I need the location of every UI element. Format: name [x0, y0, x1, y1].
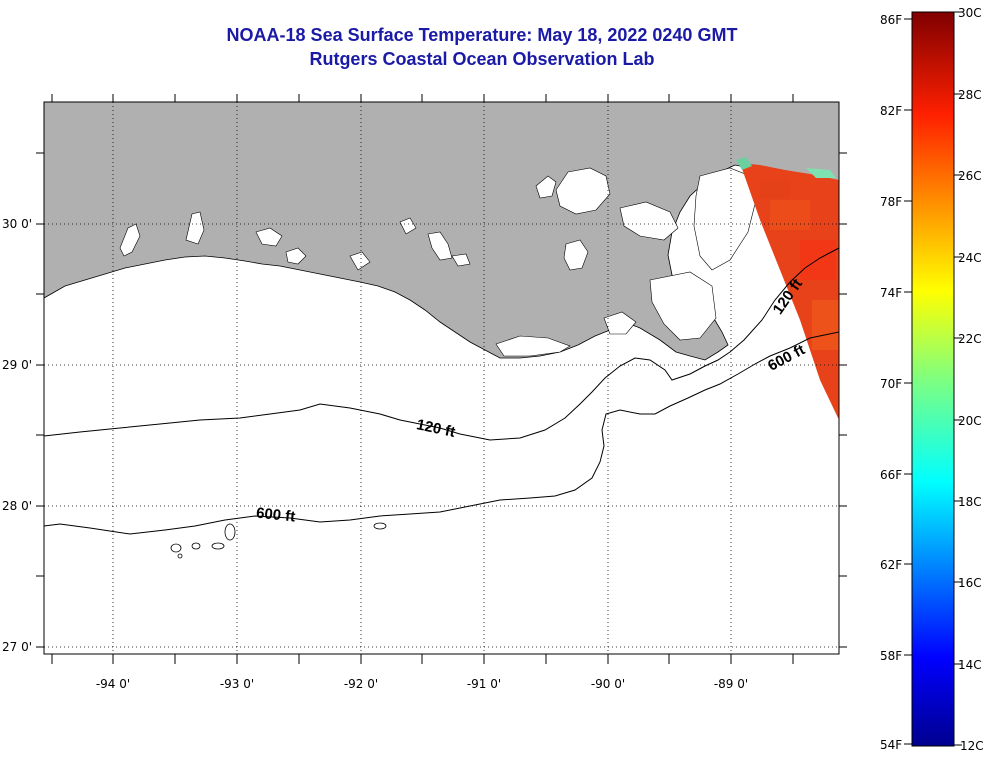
colorbar	[911, 11, 955, 747]
contour-600ft	[44, 331, 839, 535]
colorbar-c-12: 12C	[960, 739, 984, 753]
colorbar-f-66: 66F	[880, 468, 902, 482]
colorbar-f-70: 70F	[880, 377, 902, 391]
colorbar-c-30: 30C	[958, 6, 982, 20]
coastal-cool-water	[736, 157, 752, 170]
colorbar-f-54: 54F	[880, 738, 902, 752]
map-subtitle: Rutgers Coastal Ocean Observation Lab	[309, 49, 655, 69]
colorbar-c-26: 26C	[958, 169, 982, 183]
colorbar-f-62: 62F	[880, 558, 902, 572]
map-ticks	[36, 94, 847, 664]
map-border	[43, 101, 840, 655]
lon-label-93: -93 0'	[220, 677, 254, 691]
map-title: NOAA-18 Sea Surface Temperature: May 18,…	[226, 25, 738, 45]
lon-label-89: -89 0'	[714, 677, 748, 691]
sst-swath-texture	[760, 180, 839, 350]
colorbar-f-74: 74F	[880, 286, 902, 300]
colorbar-f-82: 82F	[880, 104, 902, 118]
colorbar-c-28: 28C	[958, 88, 982, 102]
lon-label-92: -92 0'	[344, 677, 378, 691]
colorbar-c-24: 24C	[958, 251, 982, 265]
colorbar-f-86: 86F	[880, 13, 902, 27]
lon-label-94: -94 0'	[96, 677, 130, 691]
colorbar-ticks	[904, 11, 962, 746]
lat-label-29: 29 0'	[2, 358, 32, 372]
lat-label-27: 27 0'	[2, 640, 32, 654]
colorbar-c-16: 16C	[958, 576, 982, 590]
contour-islands	[170, 522, 387, 559]
sst-swath	[740, 163, 839, 420]
colorbar-f-58: 58F	[880, 649, 902, 663]
colorbar-c-18: 18C	[958, 495, 982, 509]
lat-label-28: 28 0'	[2, 499, 32, 513]
lon-label-90: -90 0'	[591, 677, 625, 691]
coastal-cool-water-2	[806, 168, 836, 178]
lon-label-91: -91 0'	[467, 677, 501, 691]
lat-label-30: 30 0'	[2, 217, 32, 231]
colorbar-c-22: 22C	[958, 332, 982, 346]
colorbar-f-78: 78F	[880, 195, 902, 209]
inland-water	[119, 167, 757, 357]
colorbar-c-14: 14C	[958, 658, 982, 672]
contour-120ft	[44, 247, 839, 441]
contour-label-600ft: 600 ft	[255, 505, 296, 526]
colorbar-c-20: 20C	[958, 414, 982, 428]
